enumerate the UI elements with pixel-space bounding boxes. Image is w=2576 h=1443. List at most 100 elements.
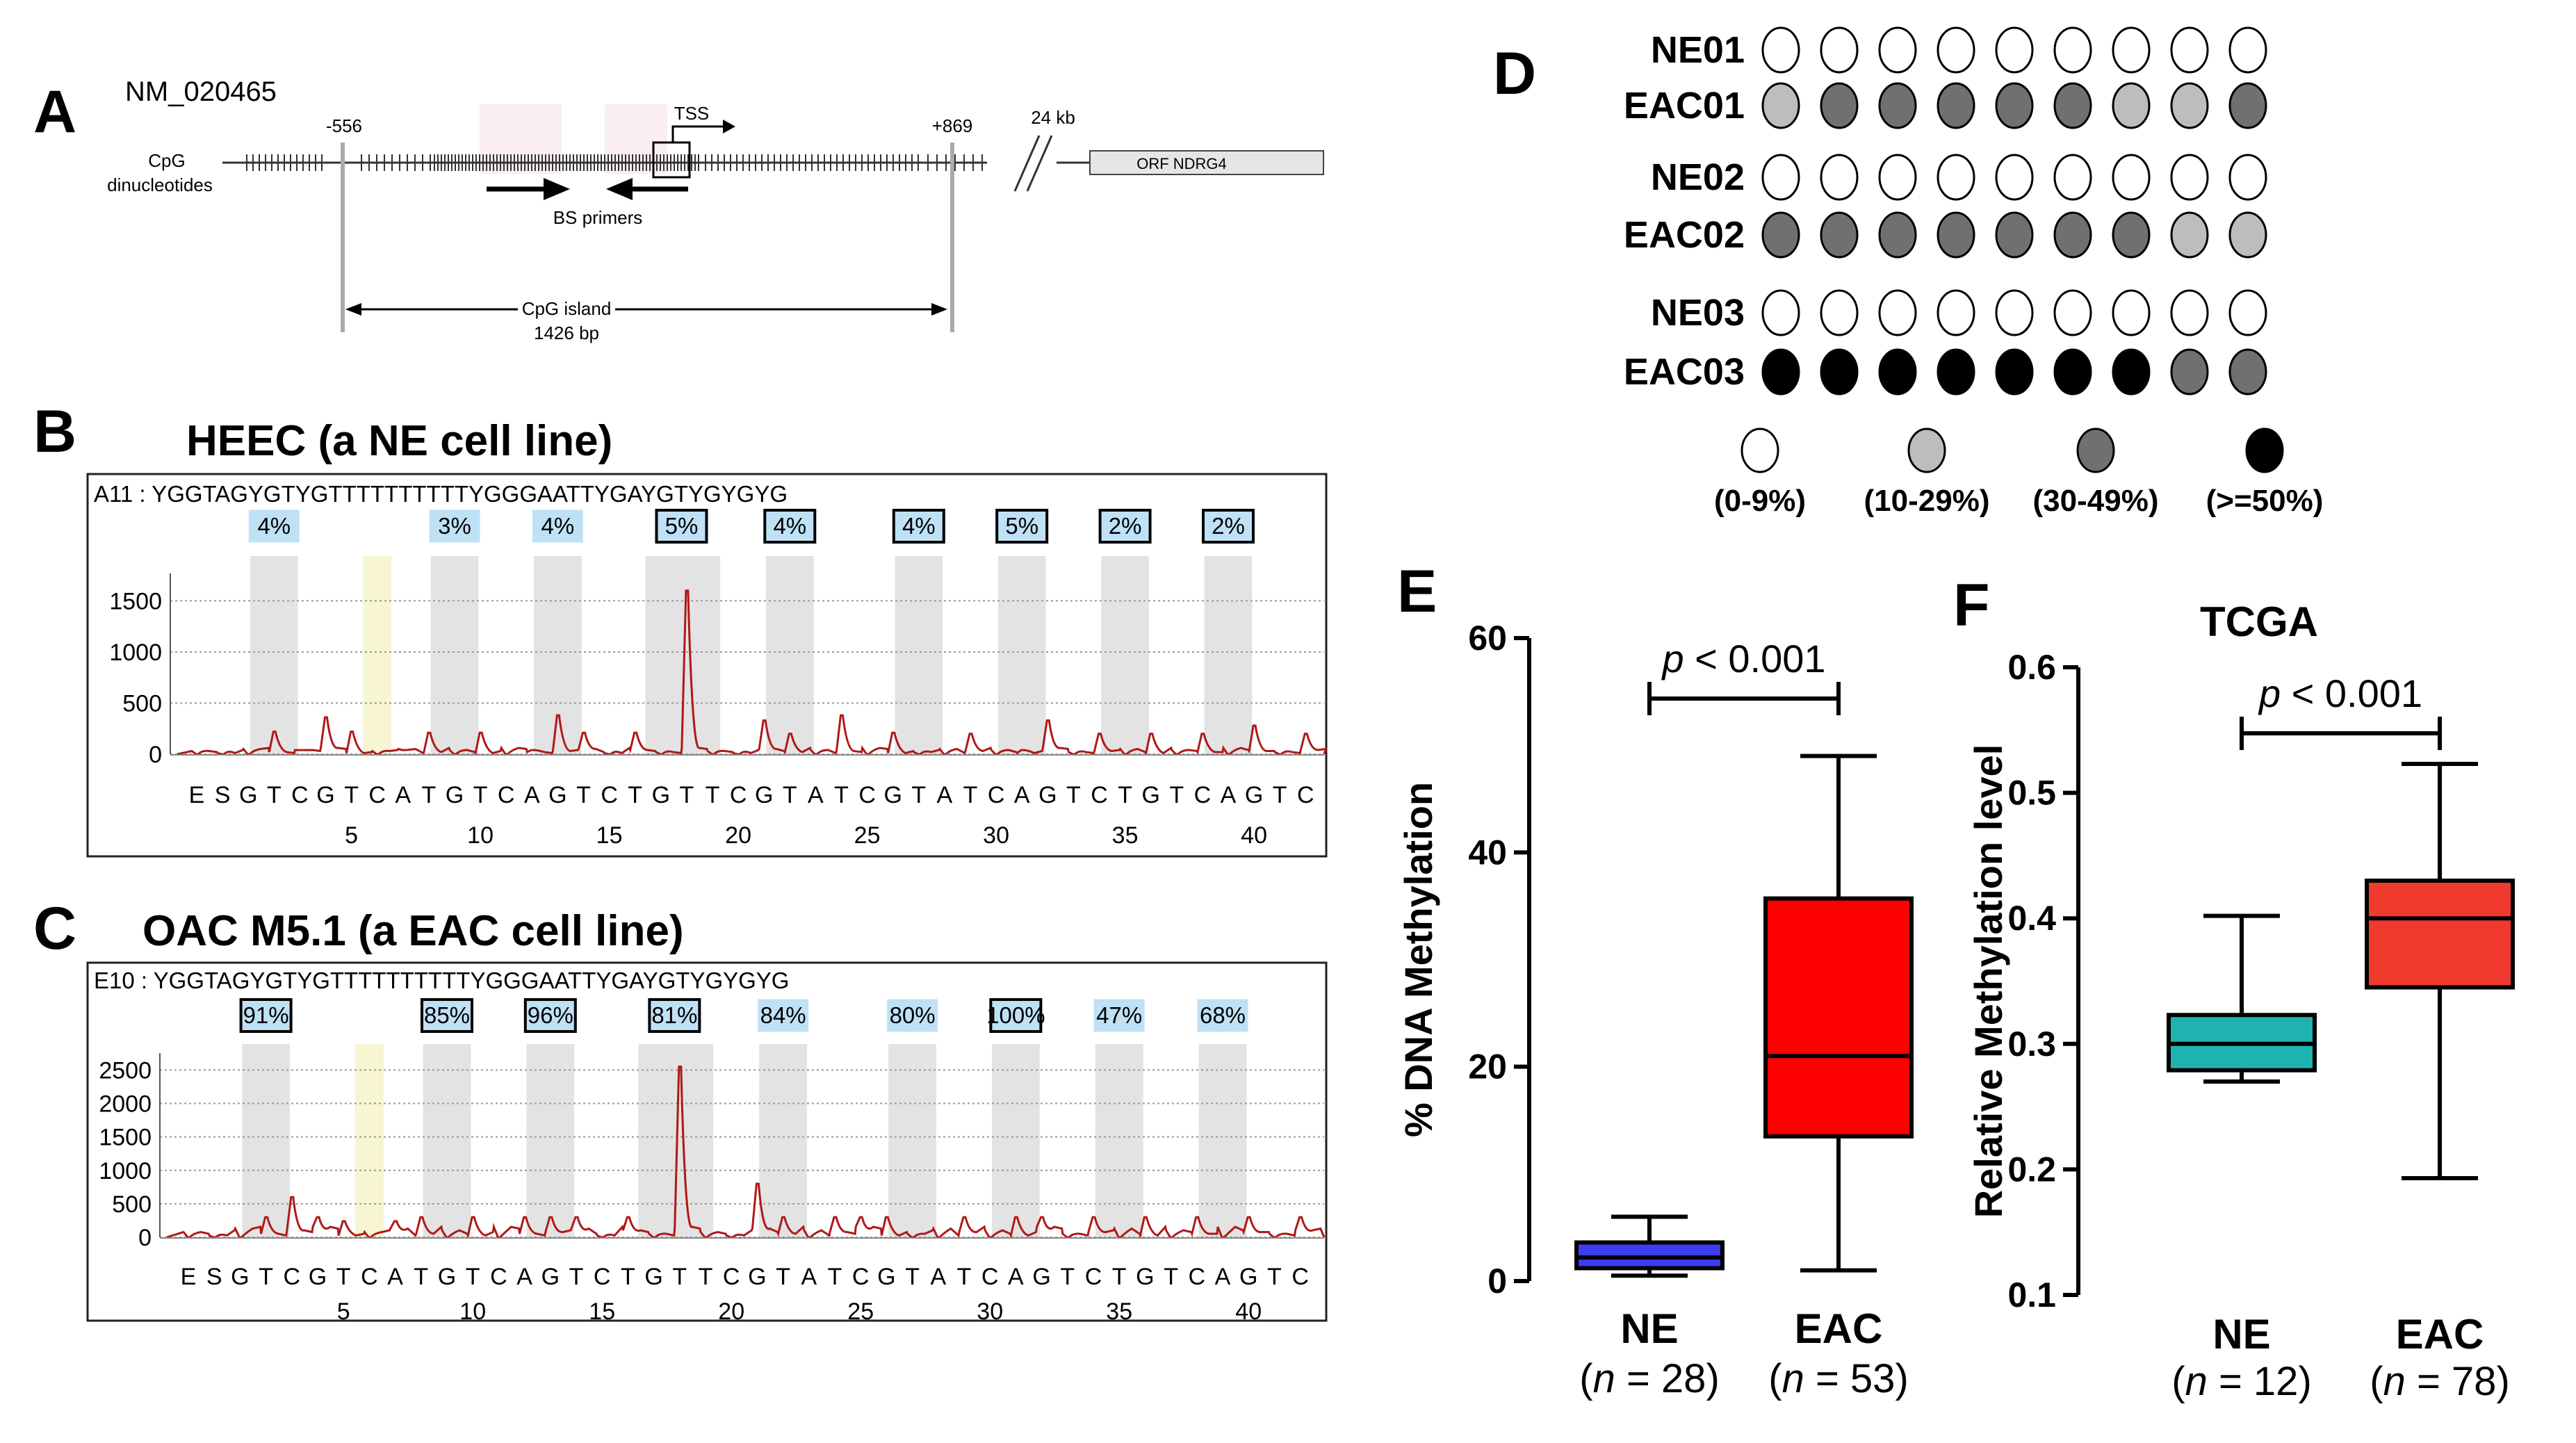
percent-label: 68% [1200, 1002, 1246, 1028]
percent-label: 80% [890, 1002, 936, 1028]
percent-label: 47% [1096, 1002, 1142, 1028]
methylation-dot [2112, 289, 2151, 336]
sample-label: EAC01 [1624, 85, 1745, 127]
orf-box [1089, 150, 1324, 175]
dispensation-base: C [368, 782, 386, 808]
methylation-dot [1878, 82, 1917, 129]
percent-badge [892, 509, 945, 544]
distance-label: 24 kb [1031, 107, 1075, 128]
percent-label: 5% [1005, 513, 1038, 539]
dispensation-base: C [1291, 1264, 1309, 1290]
dispensation-base: C [594, 1264, 611, 1290]
cpg-island-size: 1426 bp [534, 323, 599, 343]
dispensation-base: C [723, 1264, 740, 1290]
panel-f: F TCGA 0.1 0.2 0.3 0.4 0.5 0.6 Relative Methyl… [1953, 572, 2515, 1404]
dispensation-base: C [1085, 1264, 1102, 1290]
dispensation-base: T [706, 782, 720, 808]
sample-size-n: n [1593, 1356, 1615, 1401]
dispensation-base: T [259, 1264, 273, 1290]
dispensation-base: C [1091, 782, 1108, 808]
iqr-box [2365, 879, 2515, 990]
dispensation-base: G [446, 782, 464, 808]
category-label: NE [2212, 1311, 2270, 1358]
methylation-dot [2170, 289, 2209, 336]
p-symbol: p [1661, 637, 1684, 680]
methylation-dot [2112, 26, 2151, 74]
dispensation-base: G [748, 1264, 766, 1290]
methylation-dot [1761, 82, 1800, 129]
sample-label: EAC03 [1624, 351, 1745, 393]
legend-dot [2076, 427, 2115, 473]
y-tick-label: 0.6 [2007, 648, 2056, 687]
methylation-dot [1878, 289, 1917, 336]
dispensation-base: A [395, 782, 411, 808]
panel-label-e: E [1397, 558, 1437, 625]
p-value-label: p < 0.001 [1661, 637, 1825, 680]
methylation-dot [2053, 82, 2092, 129]
methylation-dot [2112, 154, 2151, 201]
sample-size-rest: = 28) [1615, 1356, 1720, 1401]
sample-size-rest: = 53) [1804, 1356, 1909, 1401]
dispensation-base: A [1221, 782, 1237, 808]
accession-label: NM_020465 [125, 76, 277, 107]
dispensation-number: 30 [983, 822, 1009, 849]
dispensation-base: A [937, 782, 953, 808]
category-label: NE [1620, 1305, 1678, 1352]
sample-size-n: n [2185, 1359, 2208, 1404]
percent-badge [1202, 509, 1255, 544]
panel-label-d: D [1493, 40, 1536, 107]
cpg-label-line2: dinucleotides [107, 174, 213, 195]
methylation-dot [2053, 348, 2092, 396]
dispensation-base: T [621, 1264, 635, 1290]
panel-label-c: C [33, 895, 76, 962]
sample-label: NE01 [1651, 29, 1745, 71]
methylation-dot [1995, 211, 2034, 259]
methylation-dot [2228, 289, 2267, 336]
percent-label: 3% [438, 513, 471, 539]
cpg-shade [250, 556, 298, 756]
dispensation-base: T [1164, 1264, 1178, 1290]
methylation-dot [1878, 211, 1917, 259]
methylation-dot [2053, 154, 2092, 201]
methylation-dot [1937, 289, 1975, 336]
panel-label-a: A [33, 79, 76, 145]
dispensation-base: C [284, 1264, 301, 1290]
y-tick-label: 0.1 [2007, 1275, 2056, 1314]
y-axis-label: Relative Methylation level [1966, 744, 2010, 1218]
y-tick-label: 20 [1468, 1047, 1507, 1086]
dispensation-base: G [239, 782, 257, 808]
percent-badge [421, 998, 473, 1033]
dispensation-base: G [1038, 782, 1057, 808]
category-label: EAC [1795, 1305, 1883, 1352]
p-symbol: p [2258, 671, 2281, 715]
legend-range: (>=50%) [2206, 484, 2324, 518]
dispensation-base: A [801, 1264, 817, 1290]
cpg-label-line1: CpG [148, 150, 185, 171]
dispensation-base: T [1112, 1264, 1127, 1290]
y-tick-label: 0.5 [2007, 774, 2056, 813]
pyrogram-c: 2500 2000 1500 1000 500 0 91% 85% 96% 81% 84% 80% 10… [99, 998, 1326, 1325]
cpg-shade [1204, 556, 1253, 756]
legend-dot [2245, 427, 2284, 473]
methylation-dot [1761, 211, 1800, 259]
methylation-dot [2053, 289, 2092, 336]
methylation-dot [1761, 348, 1800, 396]
dispensation-base: C [852, 1264, 870, 1290]
percent-badge [532, 509, 583, 543]
methylation-dot [1820, 211, 1859, 259]
bisulfite-control-shade [363, 556, 392, 756]
percent-badge [887, 999, 938, 1032]
methylation-dot [1878, 348, 1917, 396]
percent-label: 100% [986, 1002, 1045, 1028]
dispensation-base: G [1136, 1264, 1154, 1290]
methylation-dot [1995, 289, 2034, 336]
percent-label: 4% [902, 513, 936, 539]
dot-legend: (0-9%) (10-29%) (30-49%) (>=50%) [1714, 427, 2324, 518]
methylation-dot [2170, 26, 2209, 74]
dispensation-base: T [336, 1264, 351, 1290]
y-axis-label: % DNA Methylation [1396, 782, 1440, 1137]
island-arrow-left-icon [345, 303, 361, 316]
pyrogram-trace [177, 589, 1328, 756]
dispensation-number: 30 [977, 1298, 1003, 1325]
